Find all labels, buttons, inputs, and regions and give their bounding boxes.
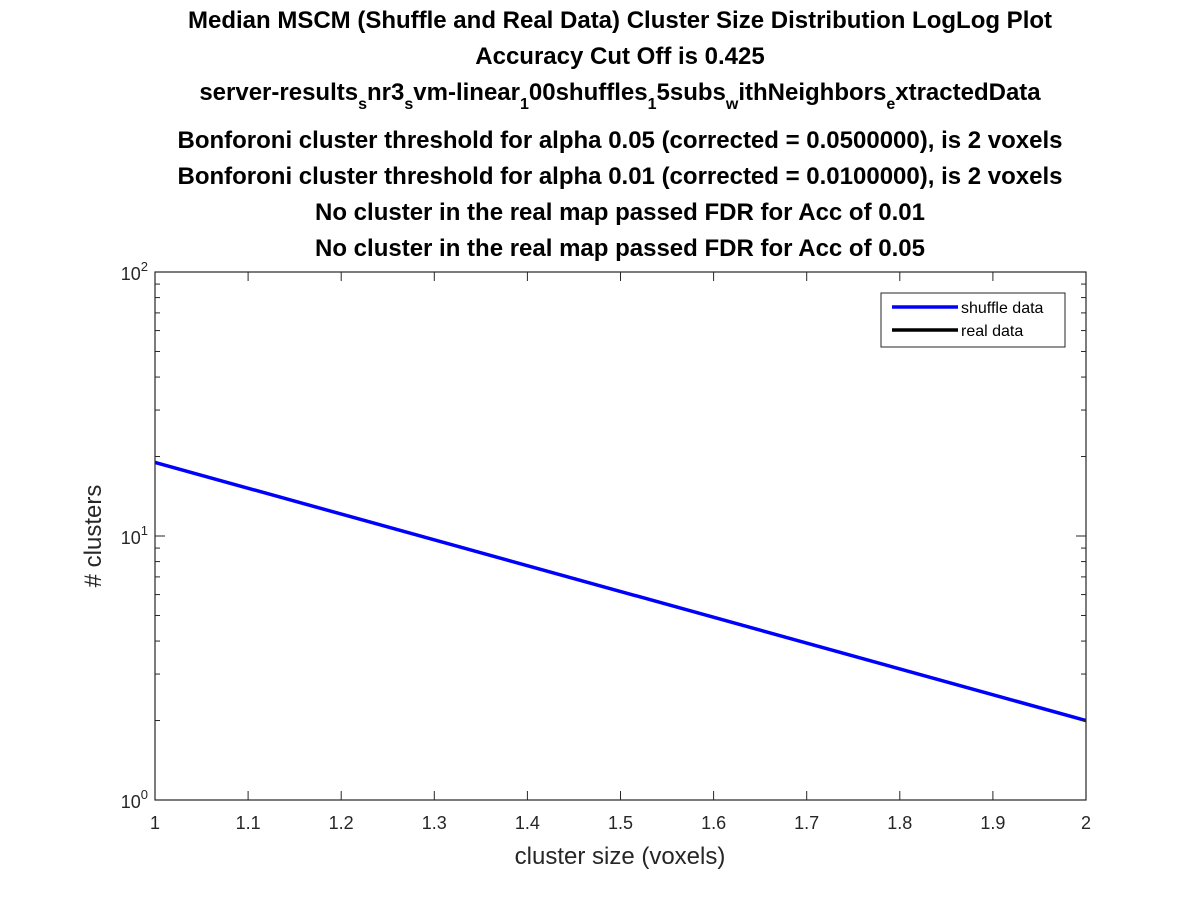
x-tick-label: 1.8: [887, 813, 912, 833]
title-subscript: e: [886, 96, 895, 113]
y-tick-label: 102: [121, 259, 148, 284]
series-line-shuffle-data: [154, 460, 1087, 723]
legend-label: real data: [961, 323, 1023, 340]
title-line: server-resultssnr3svm-linear100shuffles1…: [199, 79, 1041, 113]
title-subscript: w: [725, 96, 739, 113]
x-tick-label: 1: [150, 813, 160, 833]
title-segment: 00shuffles: [529, 79, 648, 106]
x-tick-label: 1.4: [515, 813, 540, 833]
x-tick-label: 1.9: [980, 813, 1005, 833]
x-tick-label: 1.5: [608, 813, 633, 833]
y-tick-base: 10: [121, 528, 141, 548]
x-tick-label: 1.7: [794, 813, 819, 833]
plot-area: [155, 272, 1086, 800]
y-tick-label: 100: [121, 787, 148, 812]
legend-label: shuffle data: [961, 300, 1044, 317]
x-tick-label: 1.3: [422, 813, 447, 833]
title-segment: nr3: [367, 79, 404, 106]
title-line: Bonforoni cluster threshold for alpha 0.…: [178, 127, 1063, 154]
y-tick-exponent: 1: [141, 523, 148, 538]
x-axis-label: cluster size (voxels): [515, 843, 726, 870]
y-tick-label: 101: [121, 523, 148, 548]
x-tick-label: 1.1: [236, 813, 261, 833]
x-axis-ticks: 1 1.1 1.2 1.3 1.4 1.5 1.6 1.7 1.8 1.9 2: [150, 272, 1091, 833]
y-tick-base: 10: [121, 264, 141, 284]
legend: shuffle data real data: [880, 292, 1066, 348]
title-subscript: s: [358, 96, 367, 113]
title-line: No cluster in the real map passed FDR fo…: [315, 235, 925, 262]
x-tick-label: 1.2: [329, 813, 354, 833]
title-line: No cluster in the real map passed FDR fo…: [315, 199, 925, 226]
title-segment: vm-linear: [413, 79, 520, 106]
title-subscript: s: [404, 96, 413, 113]
series-group: [154, 460, 1087, 723]
title-subscript: 1: [520, 96, 529, 113]
y-tick-base: 10: [121, 792, 141, 812]
y-tick-exponent: 0: [141, 787, 148, 802]
title-segment: 5subs: [657, 79, 726, 106]
title-line: Median MSCM (Shuffle and Real Data) Clus…: [188, 7, 1052, 34]
y-axis-label: # clusters: [80, 485, 107, 588]
title-segment: server-results: [199, 79, 358, 106]
chart-title: Median MSCM (Shuffle and Real Data) Clus…: [178, 7, 1063, 262]
title-line: Accuracy Cut Off is 0.425: [475, 43, 764, 70]
title-segment: ithNeighbors: [738, 79, 886, 106]
title-subscript: 1: [648, 96, 657, 113]
x-tick-label: 1.6: [701, 813, 726, 833]
x-tick-label: 2: [1081, 813, 1091, 833]
legend-box: [880, 292, 1066, 348]
title-segment: xtractedData: [895, 79, 1041, 106]
y-tick-exponent: 2: [141, 259, 148, 274]
title-line: Bonforoni cluster threshold for alpha 0.…: [178, 163, 1063, 190]
